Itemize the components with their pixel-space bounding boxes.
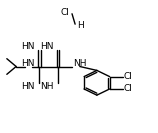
Text: Cl: Cl [60, 8, 69, 17]
Text: HN: HN [21, 82, 35, 91]
Text: HN: HN [40, 42, 53, 51]
Text: HN: HN [21, 42, 35, 51]
Text: NH: NH [40, 82, 53, 91]
Text: Cl: Cl [124, 72, 132, 81]
Text: NH: NH [74, 59, 87, 68]
Text: HN: HN [21, 59, 34, 68]
Text: Cl: Cl [124, 84, 132, 93]
Text: H: H [77, 21, 84, 30]
